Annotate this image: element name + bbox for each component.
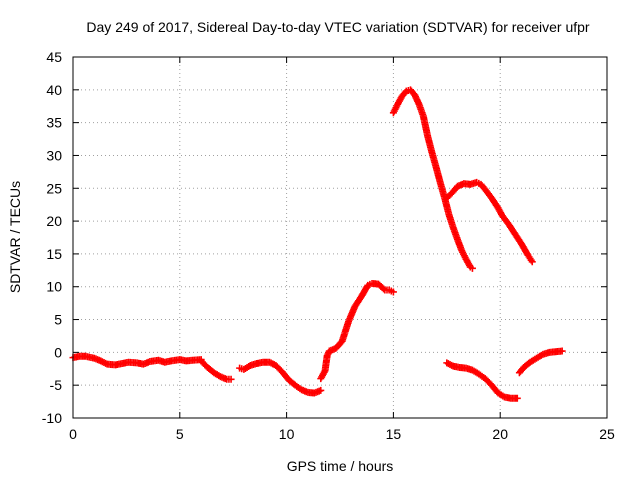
y-tick-label: 10: [46, 279, 62, 295]
series-segment-3: [236, 358, 325, 397]
y-tick-label: 25: [46, 180, 62, 196]
y-tick-label: -5: [50, 377, 63, 393]
y-tick-label: 40: [46, 82, 62, 98]
y-axis-label: SDTVAR / TECUs: [7, 181, 23, 293]
y-tick-label: 5: [54, 312, 62, 328]
data-point: [528, 258, 536, 266]
series-segment-8: [515, 347, 566, 377]
y-tick-label: 0: [54, 344, 62, 360]
axis-ticks: 0 5 10 15 20 25 -10 -5 0 5 10 15 20 25 30 35 40 45: [42, 49, 615, 442]
x-tick-label: 25: [599, 426, 615, 442]
series-segment-4: [317, 279, 397, 383]
data-marker: [380, 285, 388, 293]
series-segment-7: [443, 359, 521, 402]
x-axis-label: GPS time / hours: [287, 458, 394, 474]
data-point: [513, 394, 521, 402]
series-segment-6: [443, 178, 536, 266]
x-tick-label: 10: [279, 426, 295, 442]
data-point: [558, 347, 566, 355]
y-tick-label: 15: [46, 246, 62, 262]
plot-border: [72, 56, 608, 419]
x-tick-label: 15: [386, 426, 402, 442]
data-point: [389, 288, 397, 296]
series-segment-5: [389, 86, 476, 272]
x-tick-label: 20: [492, 426, 508, 442]
data-point: [317, 386, 325, 394]
y-tick-label: 35: [46, 115, 62, 131]
y-tick-label: 45: [46, 49, 62, 65]
y-tick-label: -10: [42, 410, 62, 426]
data-point: [227, 375, 235, 383]
data-series: [69, 86, 566, 402]
series-segment-1: [69, 352, 205, 369]
y-tick-label: 30: [46, 147, 62, 163]
x-tick-label: 0: [69, 426, 77, 442]
series-segment-2: [197, 357, 235, 383]
x-tick-label: 5: [176, 426, 184, 442]
chart-title: Day 249 of 2017, Sidereal Day-to-day VTE…: [86, 19, 590, 35]
grid-lines: [73, 57, 607, 418]
y-tick-label: 20: [46, 213, 62, 229]
data-point: [468, 264, 476, 272]
